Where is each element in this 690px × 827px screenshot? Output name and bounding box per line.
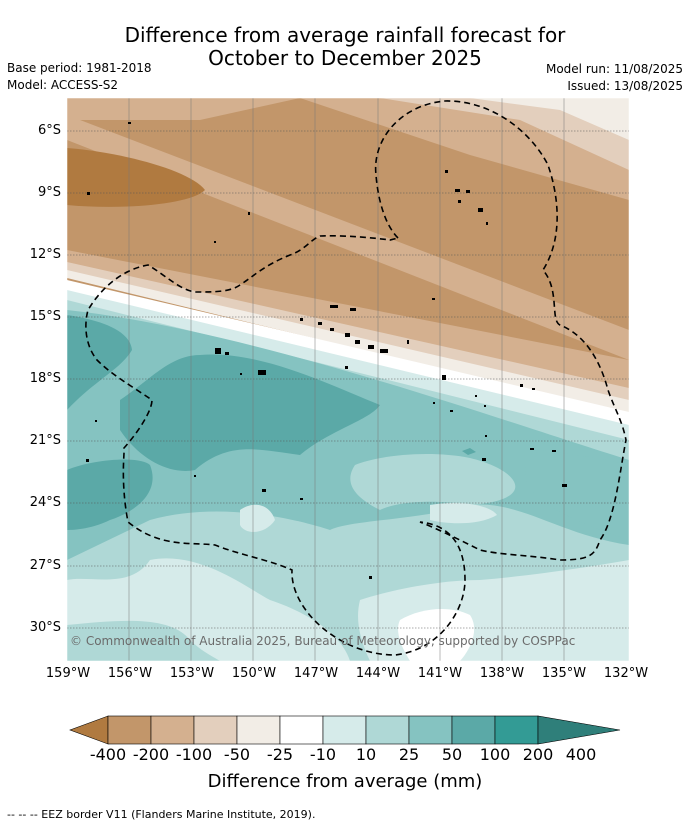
lat-label-21s: 21°S bbox=[29, 433, 61, 448]
colorbar-swatch bbox=[107, 715, 152, 745]
colorbar-swatch bbox=[365, 715, 410, 745]
model-name: Model: ACCESS-S2 bbox=[7, 78, 119, 92]
wet-small-patch bbox=[462, 448, 476, 455]
wet-core-sw bbox=[67, 459, 153, 530]
map-title: Difference from average rainfall forecas… bbox=[0, 24, 690, 70]
meta-right: Model run: 11/08/2025 Issued: 13/08/2025 bbox=[546, 61, 683, 95]
colorbar-arrow-low bbox=[69, 715, 109, 745]
colorbar-swatch bbox=[451, 715, 496, 745]
model-run: Model run: 11/08/2025 bbox=[545, 62, 683, 76]
dry-band-50-ne bbox=[380, 98, 629, 170]
colorbar-tick: 50 bbox=[441, 745, 463, 764]
lat-label-15s: 15°S bbox=[29, 309, 61, 324]
lon-label-150w: 150°W bbox=[231, 666, 277, 681]
lon-label-153w: 153°W bbox=[169, 666, 215, 681]
lat-label-6s: 6°S bbox=[37, 123, 61, 138]
colorbar-tick: -100 bbox=[175, 745, 213, 764]
lon-label-141w: 141°W bbox=[417, 666, 463, 681]
meta-left: Base period: 1981-2018 Model: ACCESS-S2 bbox=[7, 60, 152, 94]
latitude-gridlines bbox=[67, 130, 629, 629]
lat-label-12s: 12°S bbox=[29, 247, 61, 262]
wet-band-10-patch-east bbox=[430, 503, 497, 524]
colorbar-tick: -200 bbox=[132, 745, 170, 764]
wet-band-50-east bbox=[525, 450, 629, 540]
issued-date: Issued: 13/08/2025 bbox=[567, 79, 683, 93]
lon-label-138w: 138°W bbox=[479, 666, 525, 681]
lat-label-24s: 24°S bbox=[29, 495, 61, 510]
map-plot-area bbox=[67, 98, 629, 661]
lon-label-156w: 156°W bbox=[107, 666, 153, 681]
colorbar-tick: 200 bbox=[522, 745, 554, 764]
copyright-credit: © Commonwealth of Australia 2025, Bureau… bbox=[70, 634, 576, 648]
colorbar bbox=[69, 715, 621, 745]
wet-band-25-patch bbox=[350, 454, 516, 510]
colorbar-arrow-high bbox=[537, 715, 621, 745]
colorbar-swatch bbox=[236, 715, 281, 745]
colorbar-swatch bbox=[150, 715, 195, 745]
colorbar-swatch bbox=[193, 715, 238, 745]
lat-label-30s: 30°S bbox=[29, 620, 61, 635]
lat-label-9s: 9°S bbox=[37, 185, 61, 200]
eez-legend-footer: -- -- -- EEZ border V11 (Flanders Marine… bbox=[7, 808, 316, 821]
colorbar-swatch bbox=[408, 715, 453, 745]
wet-band-10-patch bbox=[240, 504, 275, 532]
base-period: Base period: 1981-2018 bbox=[7, 61, 152, 75]
colorbar-swatch bbox=[322, 715, 367, 745]
colorbar-swatch bbox=[494, 715, 539, 745]
dry-band-100-nw bbox=[67, 98, 300, 120]
neutral-south-patch bbox=[398, 608, 475, 661]
colorbar-tick: 25 bbox=[398, 745, 420, 764]
plot-frame bbox=[66, 97, 630, 662]
colorbar-tick: -50 bbox=[223, 745, 251, 764]
island-markers bbox=[86, 122, 567, 579]
colorbar-title: Difference from average (mm) bbox=[207, 771, 483, 792]
colorbar-tick: -400 bbox=[89, 745, 127, 764]
dry-band-25-ne bbox=[470, 98, 629, 140]
colorbar-tick: 10 bbox=[355, 745, 377, 764]
lon-label-135w: 135°W bbox=[541, 666, 587, 681]
colorbar-swatch bbox=[279, 715, 324, 745]
lat-label-27s: 27°S bbox=[29, 558, 61, 573]
title-line-1: Difference from average rainfall forecas… bbox=[124, 23, 566, 47]
wet-south-25-west bbox=[67, 620, 220, 661]
lon-label-159w: 159°W bbox=[45, 666, 91, 681]
lon-label-144w: 144°W bbox=[355, 666, 401, 681]
colorbar-tick: -10 bbox=[309, 745, 337, 764]
colorbar-tick: 100 bbox=[479, 745, 511, 764]
dry-core-400 bbox=[67, 148, 205, 207]
lon-label-132w: 132°W bbox=[603, 666, 649, 681]
colorbar-tick: -25 bbox=[266, 745, 294, 764]
colorbar-tick: 400 bbox=[565, 745, 597, 764]
lat-label-18s: 18°S bbox=[29, 371, 61, 386]
title-line-2: October to December 2025 bbox=[208, 46, 482, 70]
lon-label-147w: 147°W bbox=[293, 666, 339, 681]
eez-border bbox=[85, 100, 627, 656]
